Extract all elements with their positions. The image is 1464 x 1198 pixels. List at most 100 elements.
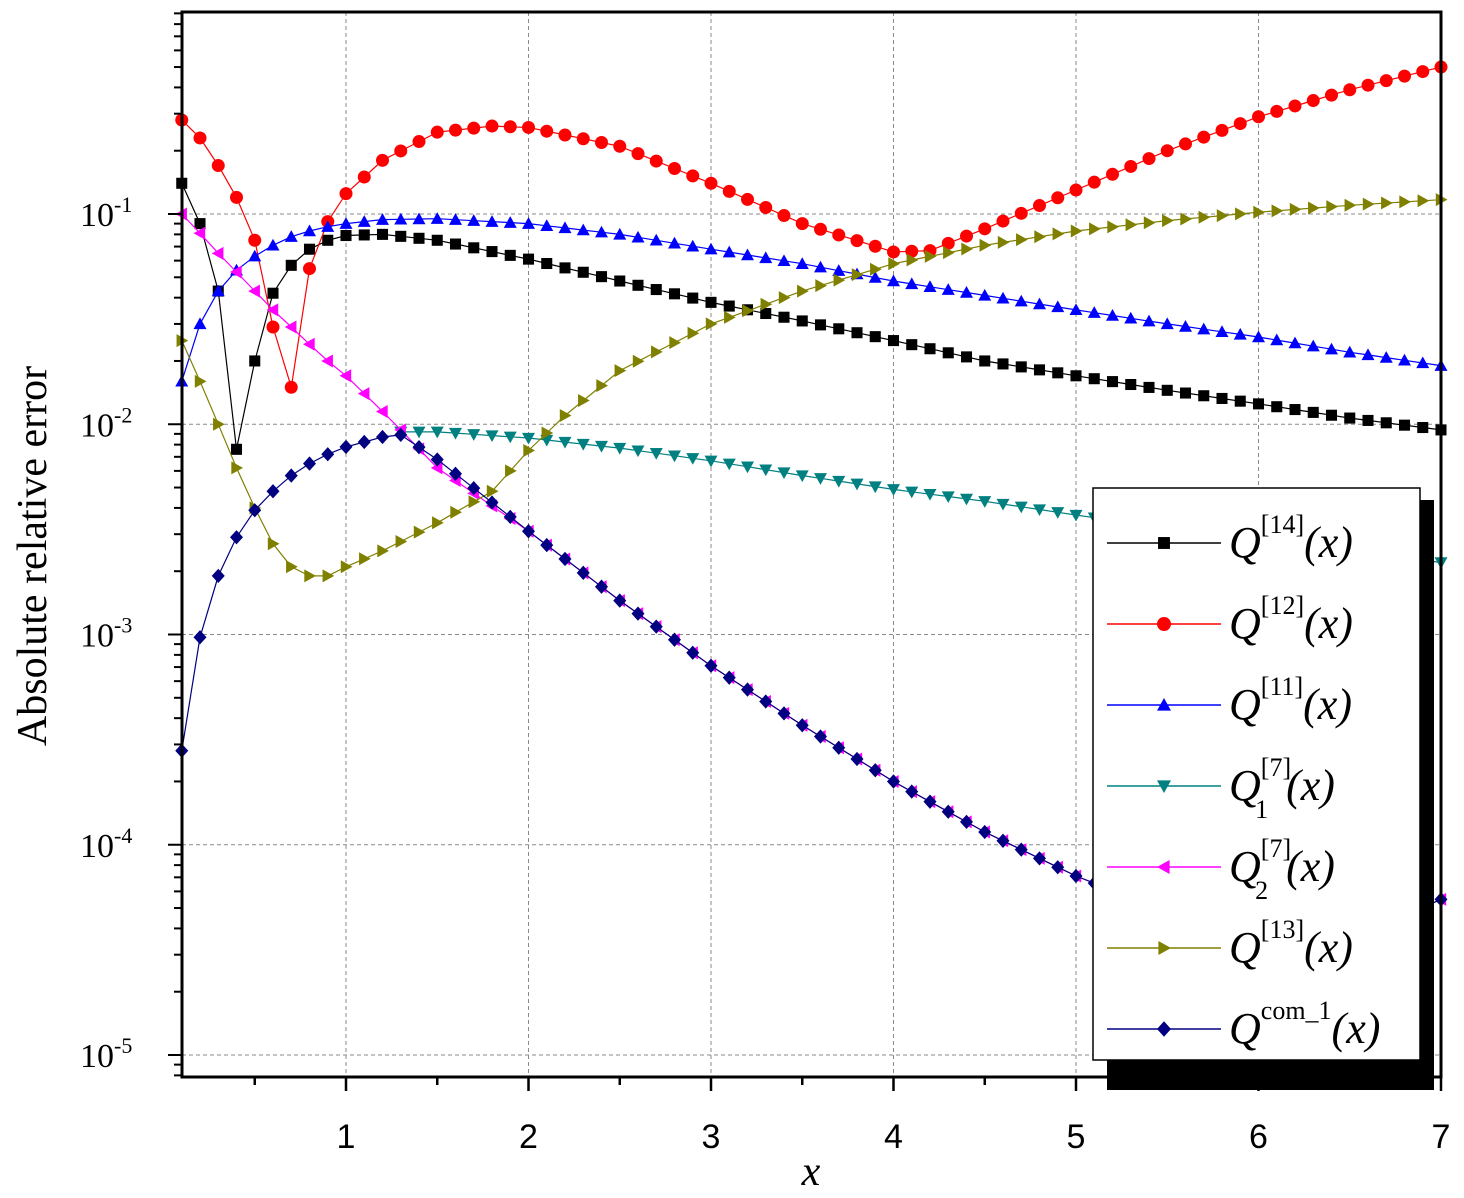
data-point (522, 253, 535, 265)
data-point (266, 484, 280, 499)
data-point (595, 440, 608, 453)
data-point (540, 124, 554, 138)
data-point (1362, 197, 1375, 211)
data-point (1215, 325, 1229, 337)
data-point (1033, 851, 1046, 866)
data-point (722, 245, 736, 258)
data-point (795, 257, 809, 269)
data-point (905, 784, 919, 799)
series-1 (176, 177, 1447, 455)
data-point (686, 239, 700, 252)
data-point (266, 303, 279, 317)
data-point (868, 239, 882, 253)
data-point (339, 187, 353, 201)
data-point (211, 159, 225, 173)
legend-label: Q[12](x) (1229, 591, 1353, 648)
data-point (485, 119, 499, 133)
data-point (795, 217, 809, 231)
data-point (668, 161, 681, 175)
data-point (395, 534, 408, 548)
data-point (1014, 842, 1028, 857)
data-point (1070, 370, 1082, 382)
data-point (1216, 392, 1228, 404)
data-point (1069, 509, 1083, 522)
series-group (175, 60, 1448, 948)
data-point (833, 273, 846, 287)
x-tick-label: 7 (1432, 1118, 1451, 1156)
data-point (1233, 327, 1247, 340)
data-point (467, 214, 481, 226)
data-point (1162, 214, 1174, 228)
data-point (1306, 94, 1320, 108)
data-point (943, 246, 955, 260)
legend-marker (1157, 780, 1171, 793)
data-point (430, 125, 444, 139)
data-point (467, 481, 481, 496)
data-point (503, 509, 517, 524)
data-point (303, 243, 316, 255)
data-point (1325, 88, 1338, 102)
data-point (979, 355, 991, 367)
data-point (668, 236, 681, 249)
data-point (248, 249, 262, 262)
data-point (978, 222, 992, 236)
data-point (1252, 110, 1265, 124)
data-point (1051, 300, 1065, 313)
data-point (413, 525, 426, 539)
data-point (541, 257, 553, 270)
series-3 (175, 212, 1448, 387)
x-tick-label: 6 (1249, 1118, 1268, 1156)
data-point (595, 135, 608, 149)
y-axis-title: Absolute relative error (10, 366, 56, 746)
data-point (905, 244, 919, 258)
data-point (759, 251, 773, 264)
data-point (194, 374, 207, 388)
data-point (649, 619, 663, 634)
data-point (649, 233, 663, 246)
data-point (924, 249, 937, 263)
data-point (359, 552, 371, 566)
data-point (632, 354, 645, 368)
data-point (778, 291, 791, 305)
data-point (613, 139, 627, 153)
data-point (286, 560, 298, 574)
data-point (978, 288, 992, 301)
data-point (266, 238, 280, 251)
data-point (704, 176, 718, 190)
data-point (1106, 167, 1119, 181)
data-point (1198, 390, 1210, 402)
data-point (850, 751, 864, 767)
data-point (759, 200, 773, 214)
data-point (357, 434, 371, 450)
data-point (1233, 117, 1247, 131)
data-point (394, 212, 408, 225)
data-point (1344, 412, 1356, 424)
data-point (777, 467, 791, 480)
data-point (304, 569, 316, 583)
data-point (376, 213, 389, 225)
series-line (181, 66, 1442, 388)
data-point (1417, 422, 1429, 434)
data-point (741, 248, 754, 261)
data-point (996, 833, 1010, 848)
legend-marker (1158, 537, 1170, 549)
data-point (394, 144, 408, 158)
data-point (267, 287, 279, 299)
data-point (722, 458, 736, 471)
data-point (850, 478, 864, 491)
data-point (996, 214, 1010, 228)
data-point (1034, 230, 1046, 244)
data-point (668, 632, 681, 647)
data-point (1288, 99, 1302, 113)
data-point (1069, 868, 1083, 884)
data-point (211, 246, 224, 260)
data-point (795, 470, 809, 483)
data-point (1033, 297, 1046, 310)
data-point (1325, 342, 1338, 355)
data-point (1289, 202, 1302, 216)
data-point (1180, 212, 1192, 226)
data-point (705, 317, 718, 331)
data-point (230, 443, 243, 455)
